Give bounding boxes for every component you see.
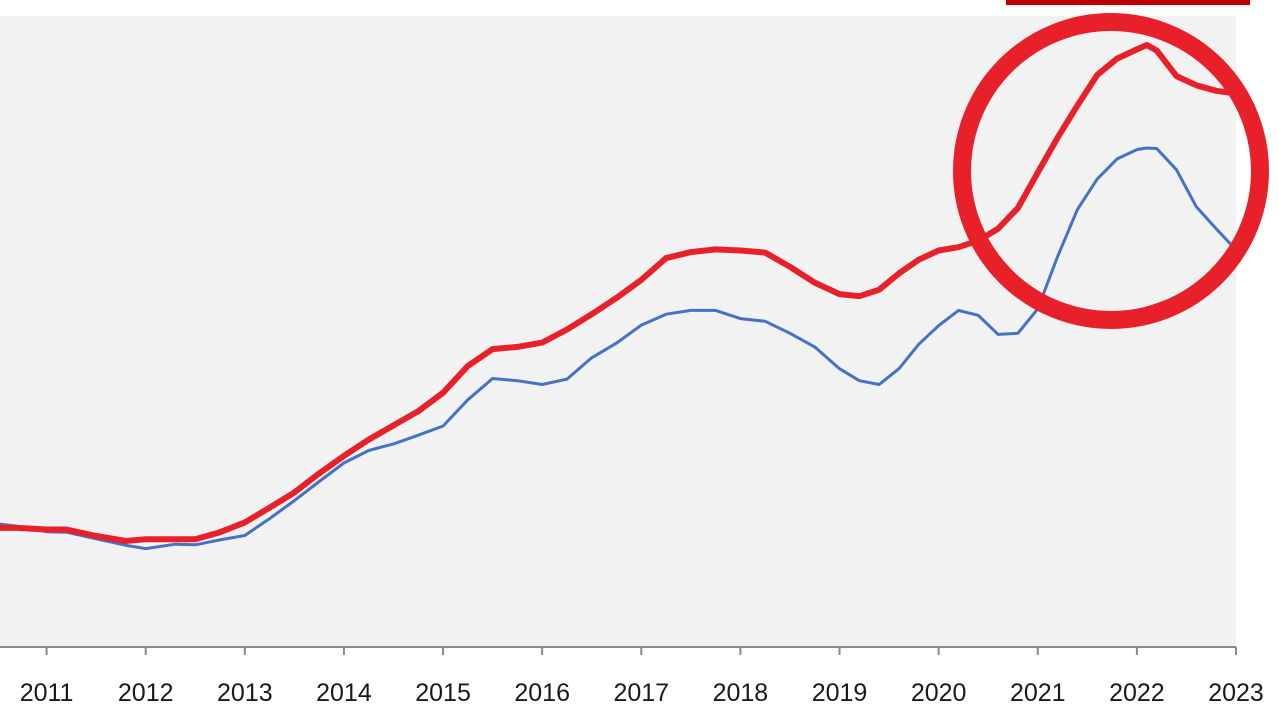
x-tick-label: 2016 bbox=[514, 679, 570, 707]
series-line-1 bbox=[0, 146, 1238, 551]
x-tick-label: 2020 bbox=[911, 679, 967, 707]
x-tick-label: 2014 bbox=[316, 679, 372, 707]
series-line-0 bbox=[0, 42, 1239, 544]
x-tick-label: 2023 bbox=[1208, 679, 1264, 707]
x-tick-label: 2017 bbox=[613, 679, 669, 707]
x-tick-label: 2013 bbox=[217, 679, 273, 707]
plot-background bbox=[0, 16, 1236, 647]
x-tick-label: 2022 bbox=[1109, 679, 1165, 707]
x-axis-ticks: 2011 2012 2013 2014 2015 2016 2017 2018 2019 2020… bbox=[20, 647, 1264, 707]
highlight-circle-annotation bbox=[953, 13, 1269, 329]
x-tick-label: 2019 bbox=[812, 679, 868, 707]
series-lines bbox=[0, 42, 1239, 551]
x-tick-label: 2015 bbox=[415, 679, 471, 707]
x-tick-label: 2021 bbox=[1010, 679, 1066, 707]
x-tick-label: 2011 bbox=[20, 679, 74, 707]
legend-swatch bbox=[1006, 0, 1250, 5]
x-tick-label: 2012 bbox=[118, 679, 174, 707]
x-tick-label: 2018 bbox=[713, 679, 769, 707]
